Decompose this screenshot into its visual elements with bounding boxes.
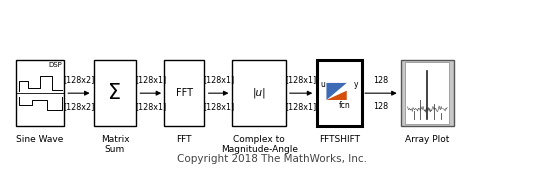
Text: Complex to
Magnitude-Angle: Complex to Magnitude-Angle xyxy=(221,135,298,154)
Text: |u|: |u| xyxy=(252,88,266,98)
Text: [128x1]: [128x1] xyxy=(203,76,234,84)
Text: fcn: fcn xyxy=(339,101,350,110)
Polygon shape xyxy=(326,91,347,100)
Text: [128x1]: [128x1] xyxy=(203,102,234,111)
Text: [128x1]: [128x1] xyxy=(286,76,317,84)
FancyBboxPatch shape xyxy=(16,60,64,126)
Text: [128x1]: [128x1] xyxy=(135,102,166,111)
Text: u: u xyxy=(320,80,325,89)
Text: FFT: FFT xyxy=(177,135,192,144)
Text: Copyright 2018 The MathWorks, Inc.: Copyright 2018 The MathWorks, Inc. xyxy=(178,154,367,164)
Text: [128x2]: [128x2] xyxy=(63,76,95,84)
Text: [128x1]: [128x1] xyxy=(286,102,317,111)
Text: FFTSHIFT: FFTSHIFT xyxy=(319,135,360,144)
Text: Σ: Σ xyxy=(108,83,122,103)
Text: FFT: FFT xyxy=(176,88,193,98)
Text: Matrix
Sum: Matrix Sum xyxy=(101,135,129,154)
Text: [128x1]: [128x1] xyxy=(135,76,166,84)
FancyBboxPatch shape xyxy=(317,60,362,126)
Text: Sine Wave: Sine Wave xyxy=(16,135,64,144)
Polygon shape xyxy=(326,83,347,100)
FancyBboxPatch shape xyxy=(165,60,204,126)
Text: 128: 128 xyxy=(373,76,389,84)
Text: [128x2]: [128x2] xyxy=(63,102,95,111)
FancyBboxPatch shape xyxy=(94,60,136,126)
Text: Array Plot: Array Plot xyxy=(405,135,450,144)
Text: DSP: DSP xyxy=(49,62,63,68)
FancyBboxPatch shape xyxy=(232,60,286,126)
Text: y: y xyxy=(354,80,358,89)
FancyBboxPatch shape xyxy=(405,62,449,124)
Text: 128: 128 xyxy=(373,102,389,111)
FancyBboxPatch shape xyxy=(401,60,454,126)
